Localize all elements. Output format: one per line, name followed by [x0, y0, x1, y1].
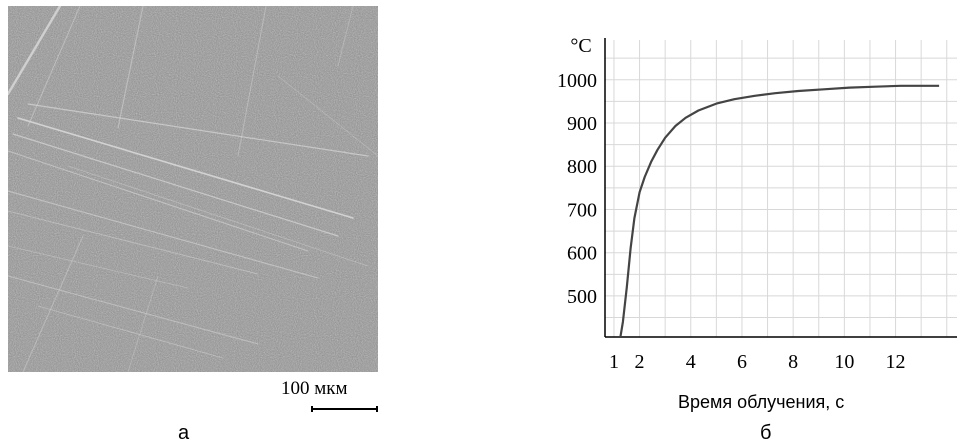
panel-a-sublabel: а: [178, 422, 190, 444]
x-tick-label: 2: [635, 351, 645, 373]
x-axis-label: Время облучения, с: [678, 392, 845, 412]
y-tick-label: 800: [567, 156, 597, 178]
scale-bar-label: 100 мкм: [281, 378, 348, 399]
y-tick-label: 1000: [557, 70, 597, 92]
y-tick-label: 900: [567, 113, 597, 135]
micrograph-panel: [8, 6, 378, 372]
y-axis-label: °C: [570, 35, 591, 57]
x-tick-label: 6: [737, 351, 747, 373]
panel-b-sublabel: б: [760, 422, 772, 444]
x-tick-label: 12: [886, 351, 906, 373]
y-tick-label: 500: [567, 286, 597, 308]
y-tick-label: 700: [567, 199, 597, 221]
x-tick-label: 1: [609, 351, 619, 373]
temperature-chart: 500 600 700 800 900 1000 1 2 4 6 8 10 12 °C: [557, 35, 957, 373]
x-tick-label: 8: [788, 351, 798, 373]
x-tick-label: 10: [834, 351, 854, 373]
x-tick-label: 4: [686, 351, 696, 373]
micrograph-image: [8, 6, 378, 372]
scale-bar: [311, 406, 378, 412]
temperature-series-line: [619, 84, 940, 338]
y-tick-label: 600: [567, 243, 597, 265]
